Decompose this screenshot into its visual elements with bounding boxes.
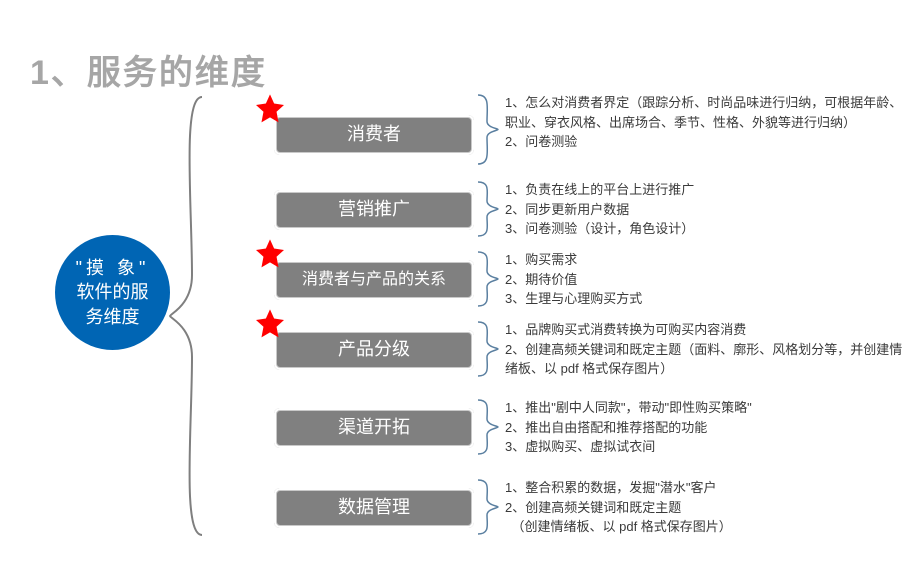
detail-line: 1、购买需求 (505, 250, 905, 270)
detail-4: 1、推出"剧中人同款"，带动"即性购买策略"2、推出自由搭配和推荐搭配的功能3、… (505, 398, 905, 457)
sub-brace-3 (478, 320, 500, 378)
star-icon (254, 238, 286, 270)
detail-1: 1、负责在线上的平台上进行推广2、同步更新用户数据3、问卷测验（设计，角色设计） (505, 180, 905, 239)
detail-line: 3、生理与心理购买方式 (505, 289, 905, 309)
detail-line: 2、同步更新用户数据 (505, 200, 905, 220)
category-1: 营销推广 (274, 190, 474, 230)
detail-2: 1、购买需求2、期待价值3、生理与心理购买方式 (505, 250, 905, 309)
category-0: 消费者 (274, 115, 474, 155)
main-brace (168, 95, 202, 537)
detail-line: 3、虚拟购买、虚拟试衣间 (505, 437, 905, 457)
star-icon (254, 308, 286, 340)
detail-line: 2、问卷测验 (505, 132, 905, 152)
detail-line: 1、整合积累的数据，发掘"潜水"客户 (505, 478, 905, 498)
category-2: 消费者与产品的关系 (274, 260, 474, 300)
detail-line: 2、创建高频关键词和既定主题（面料、廓形、风格划分等，并创建情绪板、以 pdf … (505, 340, 905, 379)
detail-0: 1、怎么对消费者界定（跟踪分析、时尚品味进行归纳，可根据年龄、职业、穿衣风格、出… (505, 93, 905, 152)
star-icon (254, 93, 286, 125)
circle-line2: 软件的服 (77, 280, 149, 304)
sub-brace-0 (478, 93, 500, 166)
detail-line: 2、创建高频关键词和既定主题 (505, 498, 905, 518)
detail-3: 1、品牌购买式消费转换为可购买内容消费2、创建高频关键词和既定主题（面料、廓形、… (505, 320, 905, 379)
sub-brace-4 (478, 398, 500, 456)
circle-line3: 务维度 (86, 305, 140, 329)
detail-line: （创建情绪板、以 pdf 格式保存图片） (505, 517, 905, 537)
detail-line: 1、品牌购买式消费转换为可购买内容消费 (505, 320, 905, 340)
root-circle: "摸 象" 软件的服 务维度 (55, 235, 170, 350)
circle-line1: "摸 象" (76, 256, 150, 280)
sub-brace-1 (478, 180, 500, 238)
category-4: 渠道开拓 (274, 408, 474, 448)
detail-line: 2、期待价值 (505, 270, 905, 290)
detail-line: 2、推出自由搭配和推荐搭配的功能 (505, 418, 905, 438)
detail-line: 3、问卷测验（设计，角色设计） (505, 219, 905, 239)
sub-brace-2 (478, 250, 500, 308)
detail-line: 1、怎么对消费者界定（跟踪分析、时尚品味进行归纳，可根据年龄、职业、穿衣风格、出… (505, 93, 905, 132)
page-title: 1、服务的维度 (30, 45, 267, 94)
category-3: 产品分级 (274, 330, 474, 370)
detail-5: 1、整合积累的数据，发掘"潜水"客户2、创建高频关键词和既定主题 （创建情绪板、… (505, 478, 905, 537)
sub-brace-5 (478, 478, 500, 536)
category-5: 数据管理 (274, 488, 474, 528)
detail-line: 1、负责在线上的平台上进行推广 (505, 180, 905, 200)
detail-line: 1、推出"剧中人同款"，带动"即性购买策略" (505, 398, 905, 418)
